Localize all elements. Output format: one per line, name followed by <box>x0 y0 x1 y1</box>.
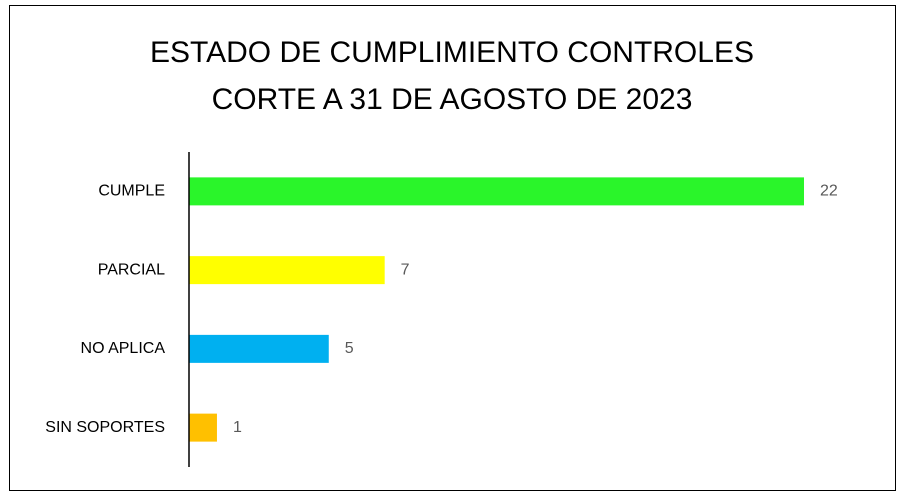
chart-frame <box>9 5 896 491</box>
y-tick-label: SIN SOPORTES <box>45 419 165 436</box>
bar <box>189 334 329 363</box>
bar <box>189 413 217 442</box>
data-label: 5 <box>345 340 354 357</box>
y-tick-label: PARCIAL <box>98 261 165 278</box>
data-label: 7 <box>401 261 410 278</box>
bar <box>189 256 385 285</box>
y-tick-label: NO APLICA <box>81 340 166 357</box>
chart-title: CORTE A 31 DE AGOSTO DE 2023 <box>212 83 693 116</box>
chart-title: ESTADO DE CUMPLIMIENTO CONTROLES <box>150 36 754 69</box>
data-label: 1 <box>233 419 242 436</box>
y-tick-label: CUMPLE <box>98 183 165 200</box>
data-label: 22 <box>820 183 838 200</box>
bar <box>189 177 804 206</box>
